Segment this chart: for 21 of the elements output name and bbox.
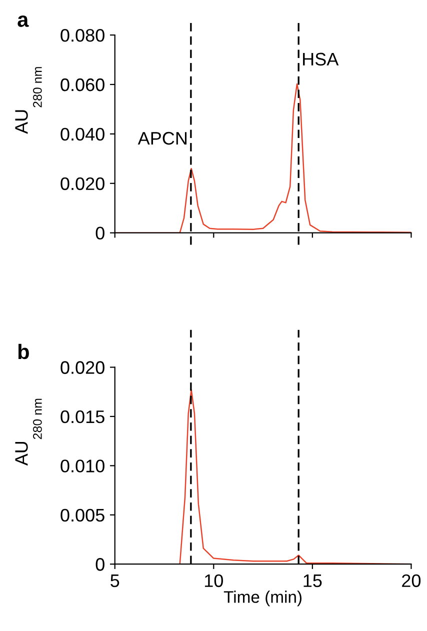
y-tick-label: 0.020 [60,177,104,190]
y-tick-label: 0.020 [60,361,104,374]
y-axis-title: AU280 nm [15,398,42,466]
y-tick-label: 0 [96,558,104,571]
y-tick-label: 0.005 [60,508,104,522]
x-tick-label: 5 [110,574,120,588]
ref-line-label: APCN [138,132,186,145]
chart-title: b [18,344,29,360]
x-axis-title: Time (min) [224,590,302,606]
y-tick-label: 0.080 [60,28,104,42]
y-tick-label: 0.040 [60,128,104,141]
y-tick-label: 0 [96,226,104,240]
y-tick-label: 0.010 [60,460,104,472]
x-tick-label: 20 [402,574,421,588]
y-tick-label: 0.015 [60,410,104,424]
ref-line-label: HSA [303,52,339,66]
y-axis-title: AU280 nm [15,67,42,134]
x-tick-label: 10 [204,574,223,588]
x-tick-label: 15 [304,574,322,588]
chart-title: a [18,16,29,27]
y-tick-label: 0.060 [60,78,104,92]
